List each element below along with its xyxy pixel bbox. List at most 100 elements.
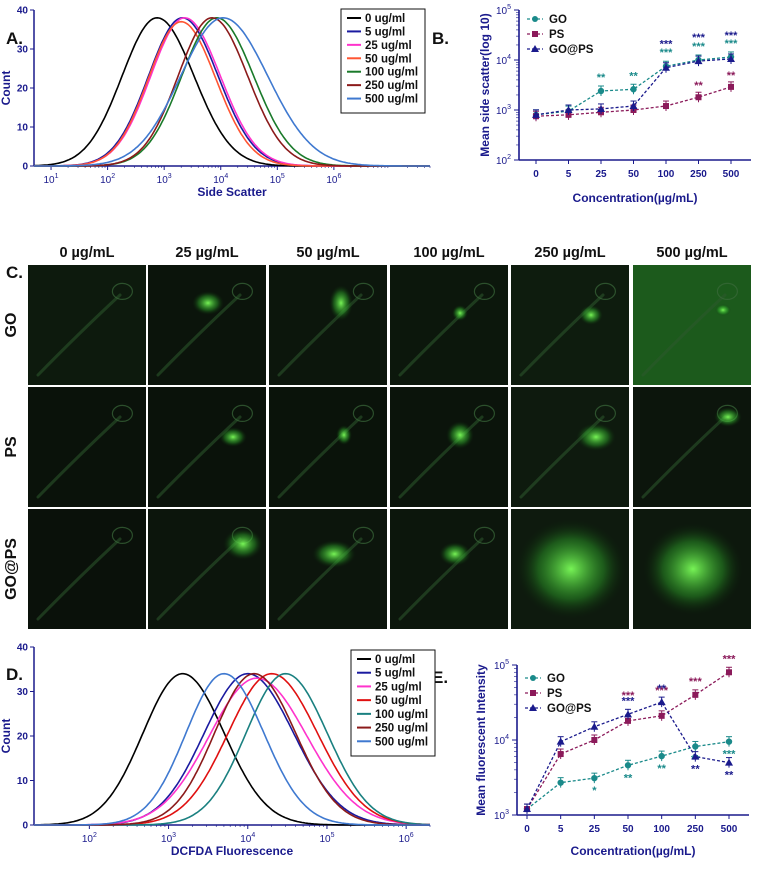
significance-label: ** bbox=[727, 70, 736, 82]
fluorescence-spot bbox=[714, 407, 742, 427]
larva-outline bbox=[398, 415, 484, 499]
larva-outline bbox=[641, 293, 727, 377]
panel-label-e: E. bbox=[432, 668, 448, 687]
x-axis-title: Concentration(µg/mL) bbox=[573, 191, 698, 205]
significance-label: ** bbox=[624, 772, 633, 784]
larva-head bbox=[473, 404, 495, 422]
larva-head bbox=[231, 282, 253, 300]
x-tick-label: 102 bbox=[100, 173, 115, 186]
significance-label: *** bbox=[723, 653, 737, 665]
legend-marker bbox=[530, 690, 536, 696]
x-tick-label: 500 bbox=[723, 169, 740, 180]
y-tick-label: 30 bbox=[17, 45, 29, 56]
legend-label: 100 ug/ml bbox=[375, 709, 428, 721]
x-axis-title: DCFDA Fluorescence bbox=[171, 844, 294, 858]
y-tick-label: 10 bbox=[17, 123, 29, 134]
y-tick-label: 104 bbox=[496, 54, 511, 67]
y-tick-label: 40 bbox=[17, 643, 29, 654]
x-tick-label: 103 bbox=[161, 832, 176, 845]
data-point bbox=[663, 103, 669, 110]
data-point bbox=[625, 717, 631, 724]
data-point bbox=[657, 698, 666, 706]
significance-label: ** bbox=[725, 770, 734, 782]
larva-head bbox=[231, 404, 253, 422]
legend-marker bbox=[532, 16, 538, 22]
significance-label: *** bbox=[725, 38, 739, 50]
significance-label: * bbox=[592, 785, 597, 797]
larva-head bbox=[352, 404, 374, 422]
legend-label: 5 ug/ml bbox=[375, 668, 415, 680]
y-tick-label: 104 bbox=[494, 734, 509, 747]
column-header: 25 µg/mL bbox=[175, 245, 238, 261]
legend-label: PS bbox=[549, 29, 565, 41]
column-header: 250 µg/mL bbox=[534, 245, 605, 261]
fluorescence-spot bbox=[439, 542, 471, 566]
fluorescence-spot bbox=[192, 291, 224, 315]
y-axis-title: Mean fluorescent Intensity bbox=[474, 664, 488, 816]
micrograph-cell bbox=[148, 509, 266, 629]
x-tick-label: 106 bbox=[399, 832, 414, 845]
data-point bbox=[726, 669, 732, 676]
significance-label: *** bbox=[723, 749, 737, 761]
larva-head bbox=[594, 282, 617, 300]
larva-head bbox=[473, 282, 495, 300]
data-point bbox=[591, 737, 598, 743]
x-tick-label: 100 bbox=[653, 824, 670, 835]
y-tick-label: 10 bbox=[17, 776, 29, 787]
y-tick-label: 105 bbox=[496, 4, 511, 17]
x-tick-label: 5 bbox=[558, 824, 564, 835]
micrograph-cell bbox=[148, 387, 266, 507]
legend-box bbox=[340, 8, 426, 114]
micrograph-cell bbox=[390, 509, 508, 629]
y-tick-label: 20 bbox=[17, 732, 29, 743]
data-point bbox=[564, 106, 573, 113]
data-point bbox=[591, 774, 598, 782]
micrograph-cell bbox=[28, 387, 146, 507]
data-point bbox=[725, 758, 733, 766]
fluorescence-spot bbox=[329, 285, 353, 321]
chart-b: 102 103 104 105 0 5 25 50 100 250 500 Concentration… bbox=[478, 4, 751, 205]
fluorescence-spot bbox=[643, 523, 743, 615]
data-point bbox=[557, 779, 564, 786]
data-point bbox=[727, 54, 735, 62]
chart-e: 103 104 105 0 5 25 50 100 250 500 Concentration(µg… bbox=[474, 653, 749, 858]
larva-outline bbox=[156, 293, 242, 377]
panel-label-a: A. bbox=[6, 29, 23, 48]
y-axis-title: Mean side scatter(log 10) bbox=[478, 13, 492, 156]
x-tick-label: 0 bbox=[533, 169, 539, 180]
micrograph-cell bbox=[269, 509, 387, 629]
chart-d: 0 10 20 30 40 102 103 104 105 106 DCFDA Fluorescen… bbox=[0, 643, 436, 858]
x-tick-label: 104 bbox=[240, 832, 255, 845]
x-tick-label: 500 bbox=[721, 824, 738, 835]
legend-marker bbox=[530, 675, 536, 681]
significance-label: *** bbox=[655, 685, 669, 697]
fluorescence-spot bbox=[576, 423, 616, 451]
data-point bbox=[662, 63, 670, 71]
significance-label: *** bbox=[725, 30, 739, 42]
data-point bbox=[597, 87, 605, 95]
y-axis-title: Count bbox=[0, 719, 13, 754]
data-point bbox=[694, 57, 703, 65]
significance-label: *** bbox=[692, 32, 706, 44]
legend-label: PS bbox=[547, 688, 563, 700]
y-tick-label: 0 bbox=[22, 162, 28, 173]
legend-label: 25 ug/ml bbox=[365, 40, 412, 52]
legend-box bbox=[350, 649, 436, 757]
fluorescence-spot bbox=[223, 528, 263, 560]
micrograph-cell bbox=[511, 509, 629, 629]
micrograph-cell bbox=[511, 387, 629, 507]
data-point bbox=[658, 712, 665, 719]
significance-label: *** bbox=[660, 39, 674, 51]
row-header: GO@PS bbox=[3, 538, 20, 600]
data-point bbox=[556, 737, 565, 745]
micrograph-cell bbox=[148, 265, 266, 385]
fluorescence-spot bbox=[715, 304, 731, 316]
panel-label-b: B. bbox=[432, 29, 449, 48]
larva-head bbox=[111, 282, 134, 300]
fluorescence-spot bbox=[452, 305, 468, 321]
x-tick-label: 250 bbox=[687, 824, 704, 835]
x-tick-label: 106 bbox=[326, 173, 341, 186]
y-tick-label: 103 bbox=[494, 809, 509, 822]
series-line bbox=[34, 672, 430, 826]
